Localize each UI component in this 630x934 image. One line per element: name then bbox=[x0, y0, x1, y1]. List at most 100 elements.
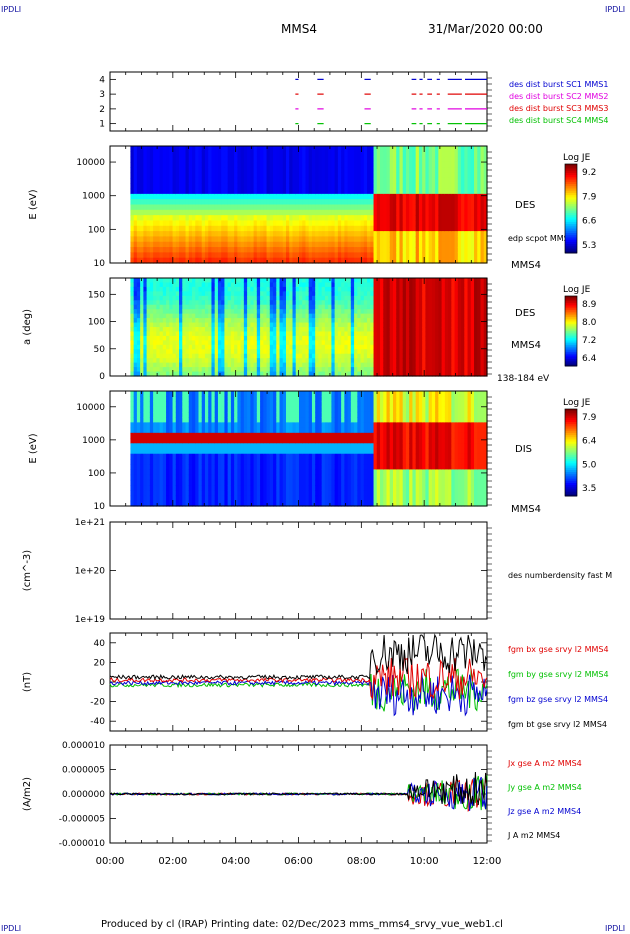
des-energy-ytick-label: 10 bbox=[94, 259, 106, 269]
colorbar-cell bbox=[565, 204, 577, 207]
colorbar-cell bbox=[565, 297, 577, 300]
bfield-legend-entry: fgm bx gse srvy l2 MMS4 bbox=[508, 645, 609, 654]
colorbar-cell bbox=[565, 315, 577, 318]
corner-label-bottom-left: IPDLI bbox=[1, 924, 22, 933]
bfield-bt-line bbox=[109, 633, 488, 681]
colorbar-cell bbox=[565, 487, 577, 490]
colorbar-cell bbox=[565, 424, 577, 427]
colorbar-cell bbox=[565, 459, 577, 462]
colorbar-cell bbox=[565, 491, 577, 495]
burst-legend-entry: des dist burst SC2 MMS2 bbox=[509, 92, 608, 101]
des-energy-colorbar-title: Log JE bbox=[563, 153, 591, 163]
colorbar-cell bbox=[565, 336, 577, 339]
colorbar-cell bbox=[565, 219, 577, 223]
edp-scpot-label: edp scpot MMS4 bbox=[508, 234, 574, 243]
colorbar-cell bbox=[565, 186, 577, 189]
x-tick-label: 00:00 bbox=[96, 856, 125, 867]
des-pitch-spectrogram-cells bbox=[130, 278, 488, 377]
colorbar-cell bbox=[565, 441, 577, 445]
colorbar-cell bbox=[565, 482, 577, 486]
footer-credits: Produced by cl (IRAP) Printing date: 02/… bbox=[101, 919, 503, 930]
colorbar-cell bbox=[565, 355, 577, 358]
colorbar-cell bbox=[565, 201, 577, 205]
des-pitch-colorbar-title: Log JE bbox=[563, 285, 591, 295]
density-ylabel: (cm^-3) bbox=[22, 550, 33, 591]
colorbar-cell bbox=[565, 343, 577, 346]
des-energy-colorbar-tick: 7.9 bbox=[582, 192, 597, 202]
colorbar-cell bbox=[565, 168, 577, 172]
colorbar-cell bbox=[565, 188, 577, 192]
density-legend-entry: des numberdensity fast M bbox=[508, 571, 612, 580]
burst-legend-entry: des dist burst SC1 MMS1 bbox=[509, 80, 608, 89]
colorbar-cell bbox=[565, 313, 577, 316]
density-ytick-label: 1e+21 bbox=[75, 518, 105, 528]
dis-energy-spectrogram-cells bbox=[130, 391, 488, 507]
colorbar-cell bbox=[565, 246, 577, 250]
des-pitch-ytick-label: 50 bbox=[94, 345, 106, 355]
colorbar-cell bbox=[565, 456, 577, 460]
colorbar-cell bbox=[565, 172, 577, 176]
spacecraft-title: MMS4 bbox=[281, 22, 317, 36]
colorbar-cell bbox=[565, 327, 577, 330]
des-energy-ytick-label: 1000 bbox=[82, 192, 105, 202]
colorbar-cell bbox=[565, 467, 577, 471]
colorbar-cell bbox=[565, 443, 577, 447]
colorbar-cell bbox=[565, 413, 577, 417]
x-tick-label: 06:00 bbox=[284, 856, 313, 867]
burst-legend-entry: des dist burst SC3 MMS3 bbox=[509, 104, 608, 113]
burst-ytick-label: 2 bbox=[99, 105, 105, 115]
colorbar-cell bbox=[565, 226, 577, 230]
des-pitch-ylabel: a (deg) bbox=[22, 309, 33, 345]
des-pitch-sc-label: MMS4 bbox=[511, 340, 541, 351]
dis-energy-colorbar-frame bbox=[564, 408, 578, 497]
colorbar-cell bbox=[565, 215, 577, 218]
colorbar-cell bbox=[565, 250, 577, 254]
current-j-line bbox=[109, 771, 488, 807]
colorbar-cell bbox=[565, 301, 577, 304]
colorbar-cell bbox=[565, 217, 577, 221]
colorbar-cell bbox=[565, 426, 577, 430]
colorbar-cell bbox=[565, 235, 577, 238]
colorbar-cell bbox=[565, 237, 577, 241]
colorbar-cell bbox=[565, 164, 577, 167]
colorbar-cell bbox=[565, 474, 577, 477]
colorbar-cell bbox=[565, 325, 577, 328]
colorbar-cell bbox=[565, 230, 577, 234]
x-tick-label: 12:00 bbox=[473, 856, 502, 867]
bfield-legend-entry: fgm bt gse srvy l2 MMS4 bbox=[508, 720, 607, 729]
colorbar-cell bbox=[565, 197, 577, 201]
colorbar-cell bbox=[565, 332, 577, 335]
colorbar-cell bbox=[565, 346, 577, 349]
colorbar-cell bbox=[565, 322, 577, 325]
colorbar-cell bbox=[565, 317, 577, 320]
colorbar-cell bbox=[565, 224, 577, 227]
colorbar-cell bbox=[565, 445, 577, 449]
dis-energy-ytick-label: 1000 bbox=[82, 436, 105, 446]
des-pitch-colorbar-tick: 8.9 bbox=[582, 300, 597, 310]
bfield-bz-line bbox=[109, 672, 488, 717]
colorbar-cell bbox=[565, 303, 577, 306]
colorbar-cell bbox=[565, 179, 577, 183]
dis-energy-sc-label: MMS4 bbox=[511, 504, 541, 515]
current-legend-entry: Jz gse A m2 MMS4 bbox=[507, 807, 581, 816]
des-pitch-ytick-label: 150 bbox=[88, 290, 105, 300]
burst-legend-entry: des dist burst SC4 MMS4 bbox=[509, 116, 608, 125]
colorbar-cell bbox=[565, 184, 577, 187]
colorbar-cell bbox=[565, 334, 577, 337]
colorbar-cell bbox=[565, 461, 577, 464]
bfield-ylabel: (nT) bbox=[22, 672, 33, 692]
colorbar-cell bbox=[565, 206, 577, 209]
colorbar-cell bbox=[565, 241, 577, 245]
dis-energy-side-label: DIS bbox=[515, 444, 532, 455]
density-panel-frame bbox=[109, 521, 488, 620]
des-energy-colorbar-tick: 9.2 bbox=[582, 168, 596, 178]
colorbar-cell bbox=[565, 485, 577, 488]
colorbar-cell bbox=[565, 308, 577, 311]
colorbar-cell bbox=[565, 190, 577, 194]
des-energy-ytick-label: 100 bbox=[88, 225, 105, 235]
colorbar-cell bbox=[565, 419, 577, 423]
current-ytick-label: -0.000005 bbox=[59, 815, 105, 825]
colorbar-cell bbox=[565, 417, 577, 421]
colorbar-cell bbox=[565, 177, 577, 181]
colorbar-cell bbox=[565, 306, 577, 309]
